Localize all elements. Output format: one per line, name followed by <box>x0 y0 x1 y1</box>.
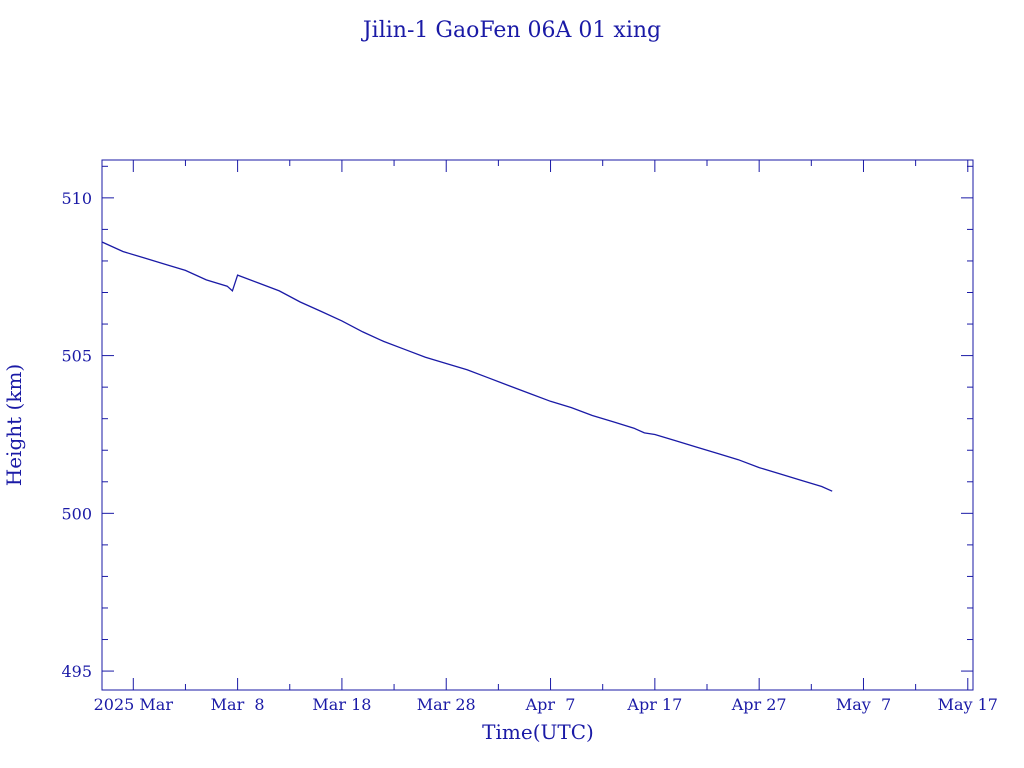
x-tick-label: Apr 17 <box>626 695 682 714</box>
x-tick-label: May 17 <box>938 695 998 714</box>
x-tick-label: Apr 27 <box>731 695 787 714</box>
x-tick-label: Mar 8 <box>211 695 265 714</box>
x-tick-label: May 7 <box>836 695 891 714</box>
plot-area: 495 500 505 510 2025 Mar Mar 8 Mar 18 Mar 28 Apr… <box>61 159 998 714</box>
y-tick-label: 500 <box>61 504 92 523</box>
x-axis-title: Time(UTC) <box>482 720 594 744</box>
y-axis-title: Height (km) <box>2 364 26 486</box>
y-tick-label: 505 <box>61 347 92 366</box>
plot-frame <box>101 159 974 691</box>
x-tick-label: Mar 28 <box>417 695 476 714</box>
y-tick-label: 510 <box>61 189 92 208</box>
chart-title: Jilin-1 GaoFen 06A 01 xing <box>361 18 661 43</box>
x-tick-label: Apr 7 <box>525 695 576 714</box>
x-tick-label: Mar 18 <box>312 695 371 714</box>
y-tick-label: 495 <box>61 662 92 681</box>
series-line <box>101 241 833 492</box>
x-year-label: 2025 Mar <box>94 695 174 714</box>
